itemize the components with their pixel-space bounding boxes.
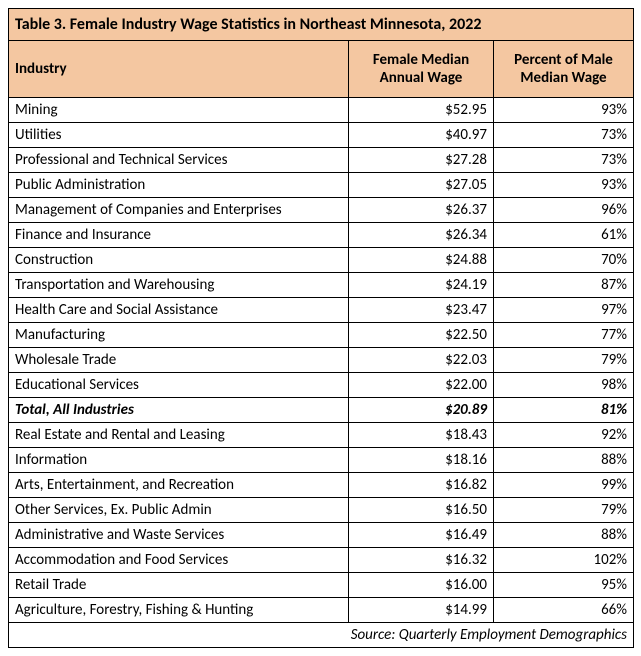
cell-pct: 88%	[494, 448, 634, 473]
col-header-wage: Female Median Annual Wage	[349, 41, 494, 98]
cell-pct: 98%	[494, 373, 634, 398]
cell-wage: $16.49	[349, 523, 494, 548]
table-source: Source: Quarterly Employment Demographic…	[9, 623, 634, 648]
cell-pct: 66%	[494, 598, 634, 623]
cell-wage: $22.03	[349, 348, 494, 373]
cell-wage: $20.89	[349, 398, 494, 423]
cell-industry: Professional and Technical Services	[9, 148, 349, 173]
cell-wage: $26.37	[349, 198, 494, 223]
cell-industry: Total, All Industries	[9, 398, 349, 423]
table-row: Public Administration$27.0593%	[9, 173, 634, 198]
table-row: Mining$52.9593%	[9, 98, 634, 123]
cell-wage: $40.97	[349, 123, 494, 148]
cell-wage: $22.00	[349, 373, 494, 398]
cell-industry: Construction	[9, 248, 349, 273]
cell-industry: Wholesale Trade	[9, 348, 349, 373]
cell-wage: $18.16	[349, 448, 494, 473]
cell-pct: 93%	[494, 98, 634, 123]
cell-pct: 102%	[494, 548, 634, 573]
cell-industry: Management of Companies and Enterprises	[9, 198, 349, 223]
cell-wage: $16.32	[349, 548, 494, 573]
cell-industry: Other Services, Ex. Public Admin	[9, 498, 349, 523]
cell-industry: Accommodation and Food Services	[9, 548, 349, 573]
cell-industry: Finance and Insurance	[9, 223, 349, 248]
table-row: Professional and Technical Services$27.2…	[9, 148, 634, 173]
cell-industry: Educational Services	[9, 373, 349, 398]
cell-pct: 81%	[494, 398, 634, 423]
table-row: Other Services, Ex. Public Admin$16.5079…	[9, 498, 634, 523]
col-header-industry: Industry	[9, 41, 349, 98]
table-row: Transportation and Warehousing$24.1987%	[9, 273, 634, 298]
cell-industry: Information	[9, 448, 349, 473]
wage-table-container: Table 3. Female Industry Wage Statistics…	[8, 8, 633, 648]
cell-industry: Health Care and Social Assistance	[9, 298, 349, 323]
cell-wage: $24.88	[349, 248, 494, 273]
cell-industry: Retail Trade	[9, 573, 349, 598]
cell-industry: Transportation and Warehousing	[9, 273, 349, 298]
table-row: Administrative and Waste Services$16.498…	[9, 523, 634, 548]
table-row: Utilities$40.9773%	[9, 123, 634, 148]
table-row: Agriculture, Forestry, Fishing & Hunting…	[9, 598, 634, 623]
cell-pct: 70%	[494, 248, 634, 273]
table-row: Management of Companies and Enterprises$…	[9, 198, 634, 223]
cell-industry: Utilities	[9, 123, 349, 148]
cell-pct: 93%	[494, 173, 634, 198]
col-header-pct: Percent of Male Median Wage	[494, 41, 634, 98]
cell-industry: Administrative and Waste Services	[9, 523, 349, 548]
table-row: Finance and Insurance$26.3461%	[9, 223, 634, 248]
cell-industry: Real Estate and Rental and Leasing	[9, 423, 349, 448]
cell-pct: 96%	[494, 198, 634, 223]
cell-pct: 73%	[494, 148, 634, 173]
table-row: Educational Services$22.0098%	[9, 373, 634, 398]
table-title-row: Table 3. Female Industry Wage Statistics…	[9, 9, 634, 41]
cell-wage: $14.99	[349, 598, 494, 623]
cell-wage: $27.05	[349, 173, 494, 198]
table-row: Arts, Entertainment, and Recreation$16.8…	[9, 473, 634, 498]
table-row: Wholesale Trade$22.0379%	[9, 348, 634, 373]
table-row: Accommodation and Food Services$16.32102…	[9, 548, 634, 573]
table-header-row: Industry Female Median Annual Wage Perce…	[9, 41, 634, 98]
cell-pct: 61%	[494, 223, 634, 248]
cell-wage: $22.50	[349, 323, 494, 348]
cell-wage: $16.00	[349, 573, 494, 598]
cell-pct: 87%	[494, 273, 634, 298]
cell-pct: 92%	[494, 423, 634, 448]
table-row: Construction$24.8870%	[9, 248, 634, 273]
table-row: Retail Trade$16.0095%	[9, 573, 634, 598]
cell-pct: 99%	[494, 473, 634, 498]
cell-wage: $16.82	[349, 473, 494, 498]
cell-wage: $23.47	[349, 298, 494, 323]
table-row: Health Care and Social Assistance$23.479…	[9, 298, 634, 323]
cell-wage: $26.34	[349, 223, 494, 248]
cell-wage: $18.43	[349, 423, 494, 448]
table-row: Manufacturing$22.5077%	[9, 323, 634, 348]
cell-pct: 95%	[494, 573, 634, 598]
table-source-row: Source: Quarterly Employment Demographic…	[9, 623, 634, 648]
table-row: Real Estate and Rental and Leasing$18.43…	[9, 423, 634, 448]
cell-pct: 77%	[494, 323, 634, 348]
cell-industry: Mining	[9, 98, 349, 123]
cell-pct: 79%	[494, 498, 634, 523]
cell-industry: Arts, Entertainment, and Recreation	[9, 473, 349, 498]
cell-wage: $16.50	[349, 498, 494, 523]
table-title: Table 3. Female Industry Wage Statistics…	[9, 9, 634, 41]
cell-pct: 97%	[494, 298, 634, 323]
cell-pct: 79%	[494, 348, 634, 373]
cell-wage: $27.28	[349, 148, 494, 173]
table-row: Total, All Industries$20.8981%	[9, 398, 634, 423]
table-row: Information$18.1688%	[9, 448, 634, 473]
cell-industry: Public Administration	[9, 173, 349, 198]
cell-wage: $52.95	[349, 98, 494, 123]
cell-pct: 88%	[494, 523, 634, 548]
cell-wage: $24.19	[349, 273, 494, 298]
wage-table: Table 3. Female Industry Wage Statistics…	[8, 8, 634, 648]
cell-pct: 73%	[494, 123, 634, 148]
cell-industry: Manufacturing	[9, 323, 349, 348]
cell-industry: Agriculture, Forestry, Fishing & Hunting	[9, 598, 349, 623]
